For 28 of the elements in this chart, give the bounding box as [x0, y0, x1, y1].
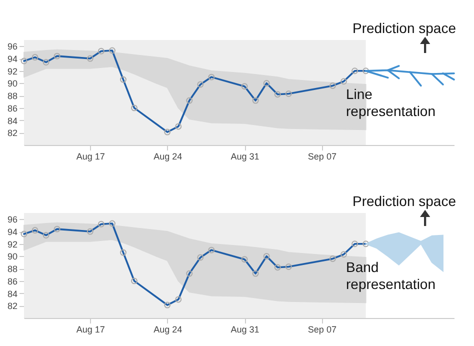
y-tick-label: 92	[7, 239, 18, 250]
x-tick-label: Sep 07	[308, 324, 336, 334]
y-tick-label: 82	[7, 301, 18, 312]
y-tick-label: 96	[7, 42, 18, 52]
annotation: Line representation	[346, 86, 436, 119]
text: Prediction space	[352, 193, 456, 209]
y-tick-label: 90	[7, 252, 18, 262]
x-tick-label: Sep 07	[308, 152, 336, 162]
y-tick-label: 96	[7, 214, 18, 225]
annotation: Band representation	[346, 259, 436, 292]
x-tick-label: Aug 31	[230, 324, 260, 334]
y-tick-label: 88	[7, 264, 18, 274]
x-tick-label: Aug 24	[154, 324, 182, 334]
y-tick-label: 86	[7, 103, 18, 114]
y-tick-label: 82	[7, 128, 18, 138]
y-tick-label: 84	[7, 288, 18, 299]
y-tick-label: 90	[7, 78, 18, 89]
y-tick-label: 92	[7, 66, 18, 76]
text: Prediction space	[352, 20, 456, 36]
y-tick-label: 86	[7, 276, 18, 286]
x-tick-label: Aug 24	[154, 152, 182, 162]
y-tick-label: 94	[7, 54, 18, 64]
y-tick-label: 84	[7, 116, 18, 126]
x-tick-label: Aug 17	[76, 152, 105, 162]
y-tick-label: 88	[7, 91, 18, 102]
x-tick-label: Aug 17	[76, 324, 105, 334]
x-tick-label: Aug 31	[230, 152, 260, 162]
y-tick-label: 94	[7, 227, 18, 238]
